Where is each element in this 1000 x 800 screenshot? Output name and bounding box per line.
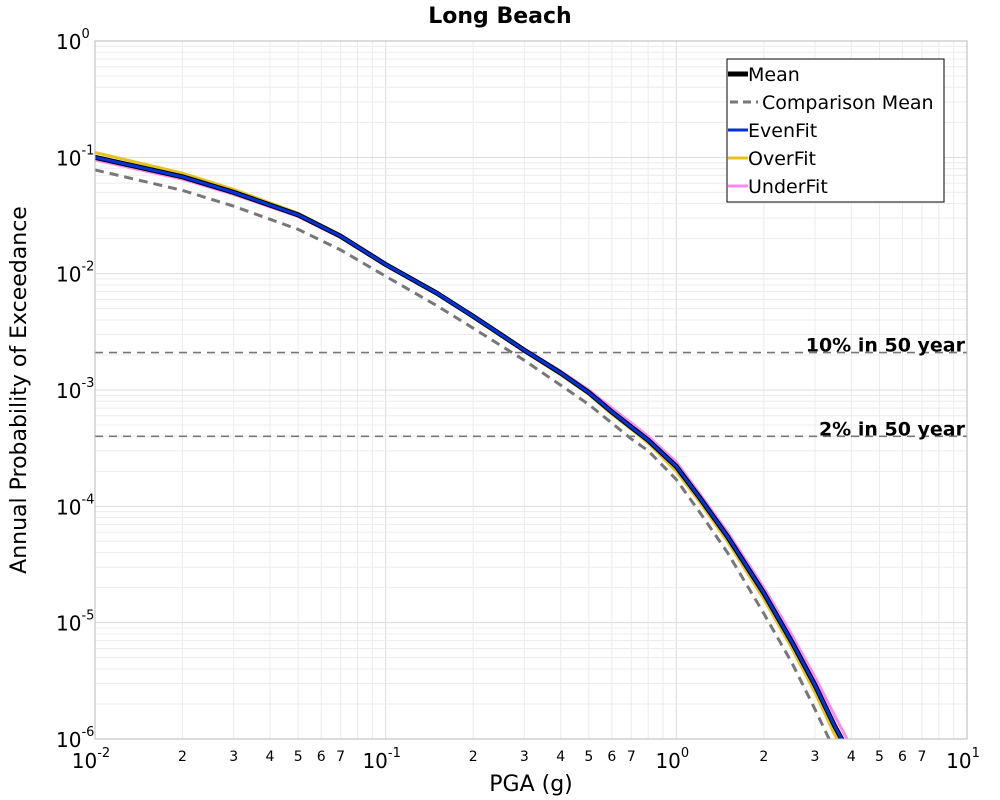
y-tick-label: 10-2 [56,260,94,287]
x-minor-tick-label: 2 [469,749,478,765]
y-tick-label: 10-3 [56,376,94,403]
x-minor-tick-label: 2 [759,749,768,765]
x-minor-tick-label: 6 [317,749,326,765]
x-minor-tick-label: 3 [811,749,820,765]
x-minor-tick-label: 7 [918,749,927,765]
x-minor-tick-label: 7 [627,749,636,765]
x-minor-tick-label: 2 [178,749,187,765]
x-tick-label: 10-1 [362,746,400,773]
y-tick-label: 10-1 [56,143,94,170]
y-axis-label: Annual Probability of Exceedance [7,206,32,574]
plot-frame [94,40,968,740]
x-axis-label: PGA (g) [489,772,573,797]
y-axis-ticks: 100 10-1 10-2 10-3 10-4 10-5 10-6 [56,27,94,752]
legend: Mean Comparison Mean EvenFit OverFit UnderFi… [726,58,945,203]
x-tick-label: 101 [946,746,980,773]
y-tick-label: 10-4 [56,492,94,519]
x-minor-tick-label: 3 [229,749,238,765]
y-tick-label: 100 [56,27,90,54]
x-minor-tick-label: 5 [875,749,884,765]
grid [94,41,967,740]
reference-line-label: 2% in 50 year [819,418,966,440]
legend-label: Comparison Mean [762,92,934,114]
x-minor-tick-label: 6 [898,749,907,765]
y-tick-label: 10-5 [56,609,94,636]
legend-label: Mean [748,64,800,86]
legend-box [726,58,945,203]
series-group [95,151,849,739]
series-line-comparison-mean [95,168,831,739]
x-minor-tick-label: 6 [607,749,616,765]
x-minor-tick-label: 7 [336,749,345,765]
x-minor-tick-label: 5 [294,749,303,765]
x-minor-tick-label: 5 [584,749,593,765]
x-minor-tick-label: 4 [266,749,275,765]
x-tick-label: 10-2 [72,746,110,773]
x-tick-label: 100 [655,746,689,773]
reference-line-label: 10% in 50 year [806,335,966,357]
series-layer [95,151,849,739]
legend-label: UnderFit [748,176,828,198]
y-tick-label: 10-6 [56,725,94,752]
legend-label: OverFit [748,148,816,170]
x-minor-tick-label: 3 [520,749,529,765]
x-minor-tick-label: 4 [847,749,856,765]
x-minor-tick-label: 4 [556,749,565,765]
series-line-evenfit [95,155,844,739]
chart-title: Long Beach [428,4,571,29]
legend-label: EvenFit [748,120,817,142]
